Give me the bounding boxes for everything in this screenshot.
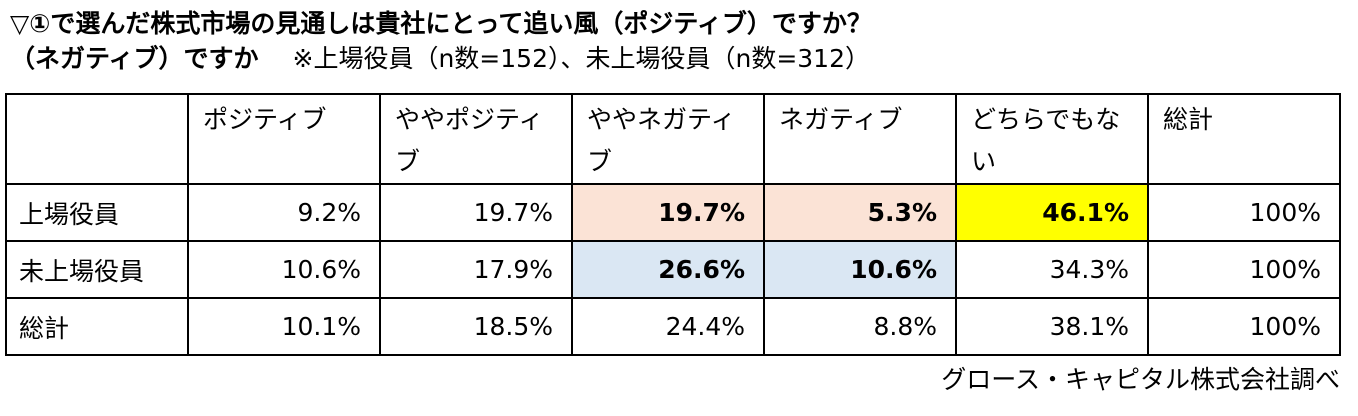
row-label-listed: 上場役員 [5,183,189,242]
title-line-2: （ネガティブ）ですか ※上場役員（n数=152）、未上場役員（n数=312） [10,41,1350,76]
table-cell: 18.5% [379,297,573,356]
table-cell: 10.6% [187,240,381,299]
highlighted-cell: 19.7% [571,183,765,242]
table-row-unlisted: 未上場役員 10.6% 17.9% 26.6% 10.6% 34.3% 100% [5,240,1341,299]
sample-size-note: ※上場役員（n数=152）、未上場役員（n数=312） [292,44,870,73]
header-cell-empty [5,93,189,185]
page-title: ▽①で選んだ株式市場の見通しは貴社にとって追い風（ポジティブ）ですか？ （ネガテ… [10,6,1350,76]
highlighted-cell: 10.6% [763,240,957,299]
table-cell: 34.3% [955,240,1149,299]
row-label-unlisted: 未上場役員 [5,240,189,299]
survey-results-table: ポジティブ ややポジティブ ややネガティブ ネガティブ どちらでもない 総計 上… [5,93,1341,356]
row-label-total: 総計 [5,297,189,356]
title-line-2-question: （ネガティブ）ですか [10,44,259,73]
table-cell: 100% [1147,297,1341,356]
header-cell-negative: ネガティブ [763,93,957,185]
table-cell: 100% [1147,240,1341,299]
table-row-total: 総計 10.1% 18.5% 24.4% 8.8% 38.1% 100% [5,297,1341,356]
table-cell: 24.4% [571,297,765,356]
table-cell: 38.1% [955,297,1149,356]
table-row-listed: 上場役員 9.2% 19.7% 19.7% 5.3% 46.1% 100% [5,183,1341,242]
table-cell: 19.7% [379,183,573,242]
table-cell: 8.8% [763,297,957,356]
header-cell-somewhat-negative: ややネガティブ [571,93,765,185]
highlighted-cell: 26.6% [571,240,765,299]
table-cell: 10.1% [187,297,381,356]
highlighted-cell: 5.3% [763,183,957,242]
table-header-row: ポジティブ ややポジティブ ややネガティブ ネガティブ どちらでもない 総計 [5,93,1341,185]
source-credit: グロース・キャピタル株式会社調べ [941,365,1340,394]
table-cell: 9.2% [187,183,381,242]
table-cell: 17.9% [379,240,573,299]
header-cell-somewhat-positive: ややポジティブ [379,93,573,185]
header-cell-positive: ポジティブ [187,93,381,185]
header-cell-neither: どちらでもない [955,93,1149,185]
title-line-1: ▽①で選んだ株式市場の見通しは貴社にとって追い風（ポジティブ）ですか？ [10,9,872,38]
header-cell-total: 総計 [1147,93,1341,185]
table-cell: 100% [1147,183,1341,242]
highlighted-cell: 46.1% [955,183,1149,242]
